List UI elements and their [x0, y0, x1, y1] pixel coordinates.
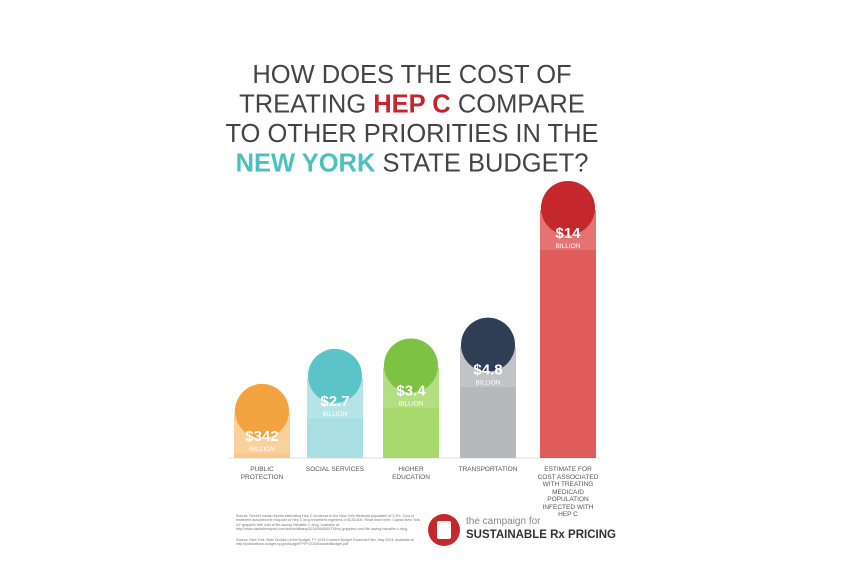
value-label: $14 [555, 225, 581, 242]
value-label: $2.7 [320, 393, 349, 410]
bar [460, 386, 516, 458]
title-segment: TREATING [239, 91, 373, 119]
title-segment: STATE BUDGET? [375, 150, 588, 178]
x-tick-label: ESTIMATE FOR COST ASSOCIATED WITH TREATI… [537, 466, 599, 518]
unit-label: MILLION [249, 446, 275, 453]
bar-icon [235, 383, 289, 438]
title-segment: NEW YORK [236, 150, 376, 178]
title-segment: HEP C [373, 91, 450, 119]
bar-icon [384, 338, 438, 393]
title-line: HOW DOES THE COST OF [252, 61, 571, 89]
title-segment: TO OTHER PRIORITIES IN THE [225, 120, 598, 148]
bar-icon [308, 348, 362, 403]
title-segment: HOW DOES THE COST OF [252, 61, 571, 89]
unit-label: BILLION [323, 411, 348, 418]
unit-label: BILLION [399, 400, 424, 407]
bar [307, 417, 363, 458]
title-line: NEW YORK STATE BUDGET? [236, 150, 589, 178]
bar-icon [541, 181, 595, 235]
title-segment: COMPARE [451, 91, 585, 119]
value-label: $4.8 [473, 362, 502, 379]
title-line: TO OTHER PRIORITIES IN THE [225, 120, 598, 148]
unit-label: BILLION [476, 380, 501, 387]
x-tick-label: HIGHER EDUCATION [392, 466, 430, 481]
title-line: TREATING HEP C COMPARE [239, 91, 585, 119]
source-note: Source: Recent media reports estimating … [236, 514, 421, 532]
bar [540, 250, 596, 458]
x-tick-label: SOCIAL SERVICES [305, 466, 365, 473]
bar [234, 452, 290, 458]
source-note: Source: New York State Division of the B… [236, 538, 414, 547]
bar-icon [461, 317, 515, 372]
value-label: $342 [245, 428, 278, 445]
x-tick-label: TRANSPORTATION [458, 466, 518, 473]
logo-top: the campaign for [466, 516, 541, 527]
unit-label: BILLION [556, 243, 581, 250]
x-tick-label: PUBLIC PROTECTION [240, 466, 284, 481]
logo-bottom: SUSTAINABLE Rx PRICING [466, 529, 616, 541]
logo-bottle [437, 521, 451, 539]
value-label: $3.4 [396, 382, 426, 399]
bar [383, 407, 439, 458]
